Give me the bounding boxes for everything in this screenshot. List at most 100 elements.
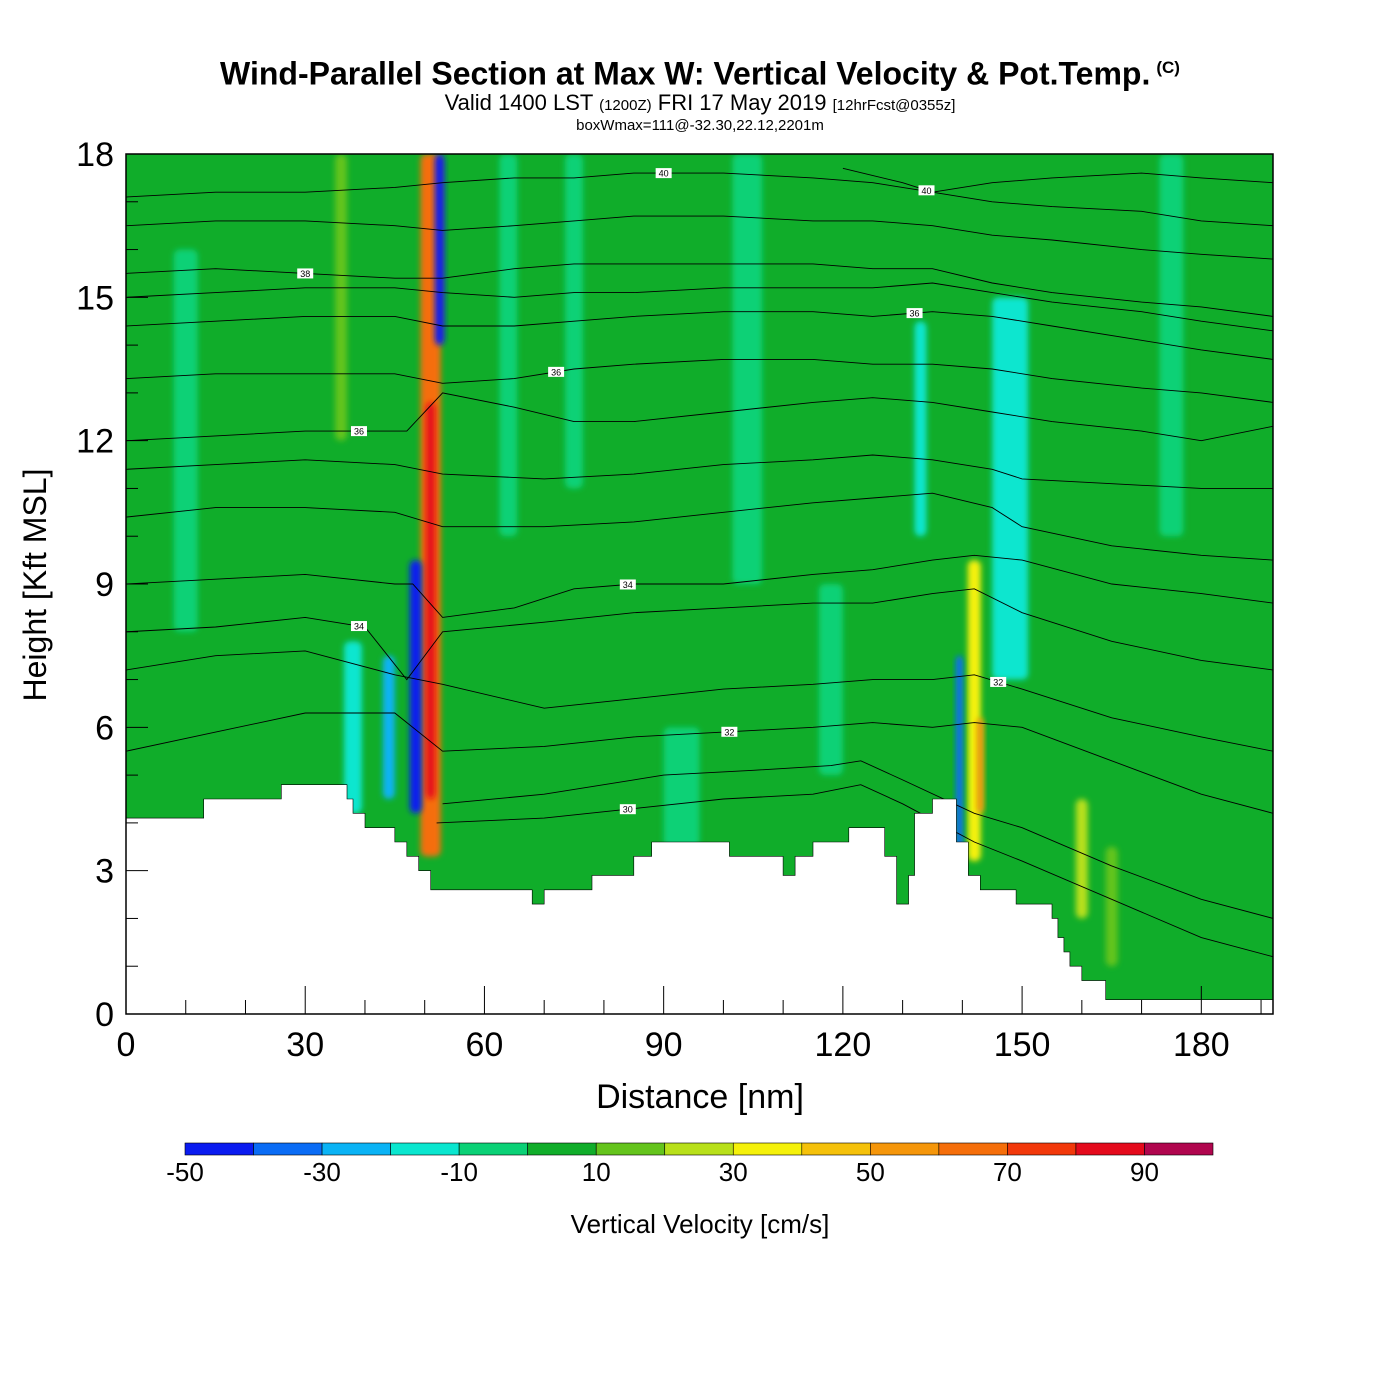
theta-contour-0 xyxy=(436,784,1273,958)
contour-label-bg-5 xyxy=(619,579,636,590)
colorbar-tick-label-5: 50 xyxy=(856,1157,885,1187)
chart-title: Wind-Parallel Section at Max W: Vertical… xyxy=(0,50,1400,92)
colorbar-swatch-11 xyxy=(938,1142,1008,1156)
colorbar-tick-label-4: 30 xyxy=(719,1157,748,1187)
velocity-band-2 xyxy=(409,560,422,814)
y-tick-label-2: 6 xyxy=(95,709,114,747)
contour-label-3: 32 xyxy=(993,677,1003,687)
colorbar-swatch-6 xyxy=(595,1142,666,1156)
valid-time-line: Valid 1400 LST (1200Z) FRI 17 May 2019 [… xyxy=(0,89,1400,117)
theta-contour-15 xyxy=(842,167,1273,193)
contour-label-bg-9 xyxy=(548,366,565,377)
colorbar: -50 -30 -10 10 30 50 70 90 xyxy=(166,1142,1214,1187)
contour-label-10: 36 xyxy=(910,309,920,319)
theta-contour-12 xyxy=(126,263,1273,317)
velocity-band-7 xyxy=(992,297,1029,680)
y-tick-label-1: 3 xyxy=(95,853,114,891)
velocity-band-8 xyxy=(914,321,927,537)
valid-date: FRI 17 May 2019 xyxy=(657,89,827,115)
y-tick-label-5: 15 xyxy=(76,279,114,317)
contour-label-bg-3 xyxy=(990,676,1007,687)
x-tick-label-3: 90 xyxy=(645,1026,683,1064)
contour-label-0: 30 xyxy=(623,805,633,815)
velocity-band-17 xyxy=(732,154,763,584)
x-tick-label-5: 150 xyxy=(994,1026,1051,1064)
contour-label-bg-15 xyxy=(918,185,935,196)
colorbar-tick-label-6: 70 xyxy=(993,1157,1022,1187)
colorbar-tick-label-7: 90 xyxy=(1130,1157,1159,1187)
colorbar-tick-label-0: -50 xyxy=(166,1157,204,1187)
velocity-band-12 xyxy=(1075,799,1088,919)
y-tick-label-0: 0 xyxy=(95,996,114,1034)
box-wmax-line: boxWmax=111@-32.30,22.12,2201m xyxy=(576,116,824,134)
forecast-info: [12hrFcst@0355z] xyxy=(832,96,956,114)
x-tick-label-6: 180 xyxy=(1173,1026,1230,1064)
colorbar-swatch-3 xyxy=(390,1142,460,1156)
contour-label-bg-14 xyxy=(655,168,672,179)
theta-contour-10 xyxy=(126,311,1273,360)
title-main-text: Wind-Parallel Section at Max W: Vertical… xyxy=(220,55,1151,92)
velocity-band-6 xyxy=(976,717,984,814)
contour-label-bg-10 xyxy=(906,308,923,319)
colorbar-swatch-5 xyxy=(527,1142,597,1156)
x-axis-label: Distance [nm] xyxy=(596,1078,804,1116)
velocity-band-18 xyxy=(818,584,843,776)
colorbar-swatch-8 xyxy=(732,1142,803,1156)
contour-label-bg-0 xyxy=(619,804,636,815)
theta-contours xyxy=(126,167,1273,958)
title-block: Wind-Parallel Section at Max W: Vertical… xyxy=(0,50,1400,135)
colorbar-swatch-1 xyxy=(253,1142,323,1156)
valid-utc: (1200Z) xyxy=(599,96,652,114)
velocity-bands xyxy=(173,154,1184,967)
velocity-band-14 xyxy=(173,249,198,632)
theta-contour-13 xyxy=(126,215,1273,260)
terrain-mask xyxy=(126,784,1273,1014)
velocity-band-4 xyxy=(967,560,981,862)
theta-contour-labels: 30 32 32 34 34 36 36 36 38 40 40 xyxy=(297,168,1007,815)
plot-area: 30 32 32 34 34 36 36 36 38 40 40 xyxy=(126,154,1273,1014)
valid-prefix: Valid 1400 LST xyxy=(444,89,593,115)
colorbar-swatch-10 xyxy=(870,1142,940,1156)
contour-label-12: 38 xyxy=(300,269,310,279)
y-tick-label-4: 12 xyxy=(76,423,114,461)
theta-contour-5 xyxy=(126,554,1273,618)
contour-label-4: 34 xyxy=(354,622,364,632)
x-tick-label-4: 120 xyxy=(815,1026,872,1064)
y-axis-label: Height [Kft MSL] xyxy=(17,469,53,702)
colorbar-swatch-2 xyxy=(321,1142,391,1156)
x-tick-label-1: 30 xyxy=(286,1026,324,1064)
colorbar-swatch-14 xyxy=(1144,1142,1214,1156)
colorbar-tick-label-1: -30 xyxy=(303,1157,341,1187)
contour-label-bg-2 xyxy=(721,726,738,737)
x-tick-label-0: 0 xyxy=(117,1026,136,1064)
contour-label-14: 40 xyxy=(659,169,669,179)
colorbar-tick-label-3: 10 xyxy=(582,1157,611,1187)
theta-contour-3 xyxy=(126,650,1273,752)
colorbar-swatch-4 xyxy=(458,1142,528,1156)
colorbar-label: Vertical Velocity [cm/s] xyxy=(571,1209,830,1239)
x-tick-label-2: 60 xyxy=(466,1026,504,1064)
colorbar-swatch-7 xyxy=(664,1142,734,1156)
velocity-band-20 xyxy=(663,727,700,847)
contour-label-9: 36 xyxy=(551,367,561,377)
velocity-band-3 xyxy=(434,154,445,346)
contour-label-2: 32 xyxy=(724,727,734,737)
velocity-band-1 xyxy=(426,402,436,799)
theta-contour-1 xyxy=(442,760,1273,919)
contour-label-bg-4 xyxy=(350,621,367,632)
velocity-band-10 xyxy=(382,655,395,799)
velocity-band-11 xyxy=(335,154,348,441)
copyright-mark: (C) xyxy=(1156,58,1180,77)
theta-contour-9 xyxy=(126,358,1273,403)
theta-contour-7 xyxy=(126,454,1273,489)
colorbar-tick-label-2: -10 xyxy=(440,1157,478,1187)
theta-contour-11 xyxy=(126,282,1273,332)
theta-contour-14 xyxy=(126,172,1273,227)
velocity-band-9 xyxy=(344,641,362,814)
colorbar-swatch-9 xyxy=(801,1142,871,1156)
contour-label-5: 34 xyxy=(623,580,633,590)
theta-contour-2 xyxy=(126,712,1273,814)
colorbar-swatch-13 xyxy=(1075,1142,1145,1156)
velocity-band-15 xyxy=(499,154,518,537)
